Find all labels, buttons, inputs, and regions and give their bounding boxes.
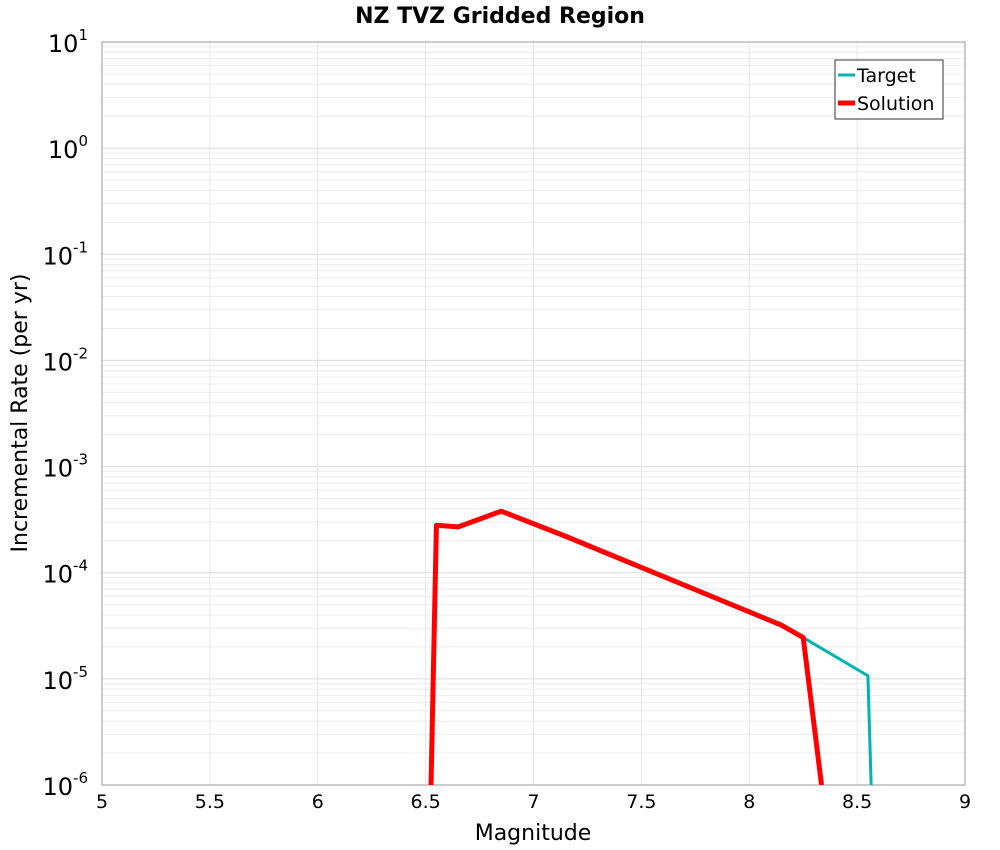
legend: Target Solution: [834, 59, 944, 120]
y-tick-label: 10-6: [42, 769, 88, 801]
plot-frame: [101, 41, 966, 786]
y-tick-label: 10-5: [42, 663, 88, 695]
y-tick-label: 10-2: [42, 344, 88, 376]
y-tick-label: 101: [48, 26, 88, 58]
x-tick-label: 6.5: [411, 791, 441, 813]
x-tick-label: 9: [959, 791, 971, 813]
x-tick-label: 8: [743, 791, 755, 813]
legend-target-label: Target: [856, 65, 916, 87]
x-tick-label: 5: [96, 791, 108, 813]
y-axis-label: Incremental Rate (per yr): [8, 274, 33, 553]
y-tick-label: 100: [48, 132, 88, 164]
x-tick-label: 8.5: [842, 791, 872, 813]
x-axis-label: Magnitude: [475, 821, 592, 846]
x-tick-label: 6: [312, 791, 324, 813]
x-tick-label: 7: [527, 791, 539, 813]
x-tick-label: 7.5: [626, 791, 656, 813]
chart-title: NZ TVZ Gridded Region: [355, 4, 645, 29]
legend-solution-label: Solution: [857, 93, 934, 115]
series-line-solution: [428, 508, 825, 785]
y-tick-label: 10-4: [42, 557, 88, 589]
y-tick-label: 10-1: [42, 238, 88, 270]
y-tick-label: 10-3: [42, 451, 88, 483]
x-tick-label: 5.5: [195, 791, 225, 813]
